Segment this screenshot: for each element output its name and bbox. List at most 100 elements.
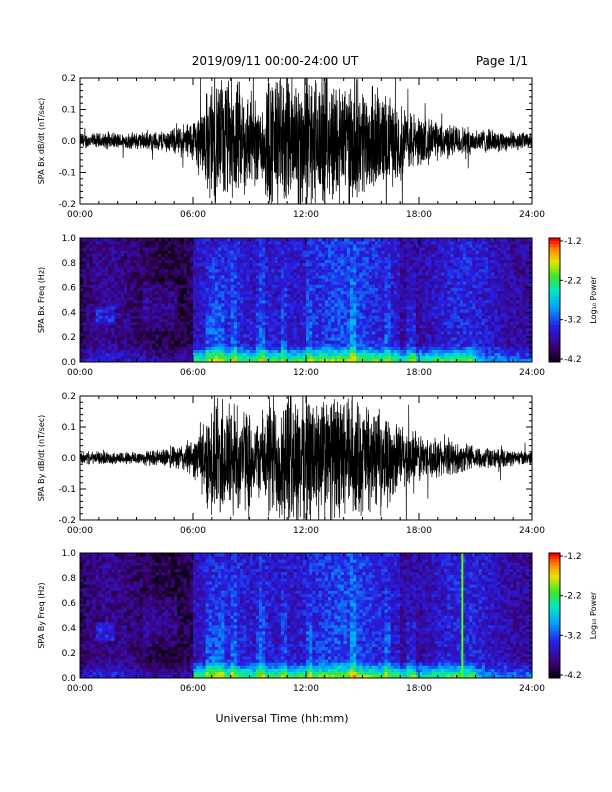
spectrogram-cell <box>375 303 379 307</box>
spectrogram-cell <box>136 343 140 347</box>
spectrogram-cell <box>309 281 313 285</box>
spectrogram-cell <box>92 340 96 344</box>
spectrogram-cell <box>196 343 200 347</box>
spectrogram-cell <box>262 306 266 310</box>
spectrogram-cell <box>397 247 401 251</box>
spectrogram-cell <box>277 321 282 326</box>
spectrogram-cell <box>293 287 297 291</box>
spectrogram-cell <box>114 287 118 291</box>
spectrogram-cell <box>98 346 103 350</box>
spectrogram-cell <box>312 287 316 291</box>
spectrogram-cell <box>95 337 100 341</box>
spectrogram-cell <box>127 358 131 363</box>
spectrogram-cell <box>95 269 100 273</box>
spectrogram-cell <box>199 275 203 279</box>
spectrogram-cell <box>287 296 291 301</box>
spectrogram-cell <box>412 253 417 257</box>
spectrogram-cell <box>403 275 407 279</box>
spectrogram-cell <box>218 265 222 270</box>
spectrogram-cell <box>199 303 203 307</box>
spectrogram-cell <box>409 287 414 291</box>
spectrogram-cell <box>98 334 103 338</box>
spectrogram-cell <box>349 327 354 332</box>
spectrogram-cell <box>133 265 137 270</box>
spectrogram-cell <box>117 324 122 329</box>
spectrogram-cell <box>127 337 131 341</box>
spectrogram-cell <box>318 324 322 329</box>
spectrogram-cell <box>233 262 238 267</box>
spectrogram-cell <box>92 275 96 279</box>
spectrogram-cell <box>431 241 435 245</box>
spectrogram-cell <box>199 334 203 338</box>
spectrogram-cell <box>456 287 461 291</box>
spectrogram-cell <box>302 334 307 338</box>
spectrogram-cell <box>271 247 275 251</box>
spectrogram-cell <box>331 281 335 285</box>
spectrogram-cell <box>240 346 244 350</box>
spectrogram-cell <box>149 324 153 329</box>
spectrogram-cell <box>280 340 285 344</box>
spectrogram-cell <box>409 300 414 304</box>
spectrogram-cell <box>431 269 435 273</box>
spectrogram-cell <box>431 247 435 251</box>
spectrogram-cell <box>437 262 442 267</box>
spectrogram-cell <box>290 293 294 298</box>
spectrogram-cell <box>243 287 247 291</box>
spectrogram-cell <box>224 259 228 264</box>
spectrogram-cell <box>302 340 307 344</box>
spectrogram-cell <box>189 303 194 307</box>
spectrogram-cell <box>293 238 297 242</box>
spectrogram-cell <box>127 241 131 245</box>
spectrogram-cell <box>127 250 131 254</box>
spectrogram-cell <box>296 287 301 291</box>
spectrogram-cell <box>199 349 203 353</box>
spectrogram-cell <box>393 318 398 322</box>
spectrogram-cell <box>174 275 178 279</box>
spectrogram-cell <box>393 355 398 360</box>
spectrogram-cell <box>117 340 122 344</box>
spectrogram-cell <box>368 303 373 307</box>
spectrogram-cell <box>265 324 269 329</box>
spectrogram-cell <box>349 343 354 347</box>
spectrogram-cell <box>306 321 310 326</box>
spectrogram-cell <box>233 312 238 316</box>
spectrogram-cell <box>268 293 272 298</box>
spectrogram-cell <box>353 275 357 279</box>
spectrogram-cell <box>183 281 188 285</box>
spectrogram-cell <box>268 278 272 282</box>
spectrogram-cell <box>365 300 370 304</box>
spectrogram-cell <box>98 318 103 322</box>
spectrogram-cell <box>381 355 385 360</box>
spectrogram-cell <box>359 306 363 310</box>
spectrogram-cell <box>315 262 319 267</box>
spectrogram-cell <box>142 296 147 301</box>
spectrogram-cell <box>453 312 457 316</box>
spectrogram-cell <box>183 250 188 254</box>
spectrogram-cell <box>252 238 257 242</box>
spectrogram-cell <box>456 296 461 301</box>
spectrogram-cell <box>83 284 87 288</box>
spectrogram-cell <box>92 269 96 273</box>
spectrogram-cell <box>202 324 206 329</box>
spectrogram-cell <box>403 238 407 242</box>
spectrogram-cell <box>318 265 322 270</box>
spectrogram-cell <box>161 340 166 344</box>
spectrogram-cell <box>287 259 291 264</box>
spectrogram-cell <box>265 256 269 260</box>
spectrogram-cell <box>428 247 432 251</box>
spectrogram-cell <box>180 262 184 267</box>
spectrogram-cell <box>387 318 392 322</box>
spectrogram-cell <box>450 256 454 260</box>
spectrogram-cell <box>306 306 310 310</box>
spectrogram-cell <box>456 269 461 273</box>
spectrogram-cell <box>334 244 338 248</box>
spectrogram-cell <box>287 334 291 338</box>
spectrogram-cell <box>211 256 216 260</box>
spectrogram-cell <box>155 334 159 338</box>
spectrogram-cell <box>114 355 118 360</box>
spectrogram-cell <box>437 321 442 326</box>
spectrogram-cell <box>233 337 238 341</box>
spectrogram-cell <box>384 303 388 307</box>
spectrogram-cell <box>312 327 316 332</box>
spectrogram-cell <box>80 275 84 279</box>
